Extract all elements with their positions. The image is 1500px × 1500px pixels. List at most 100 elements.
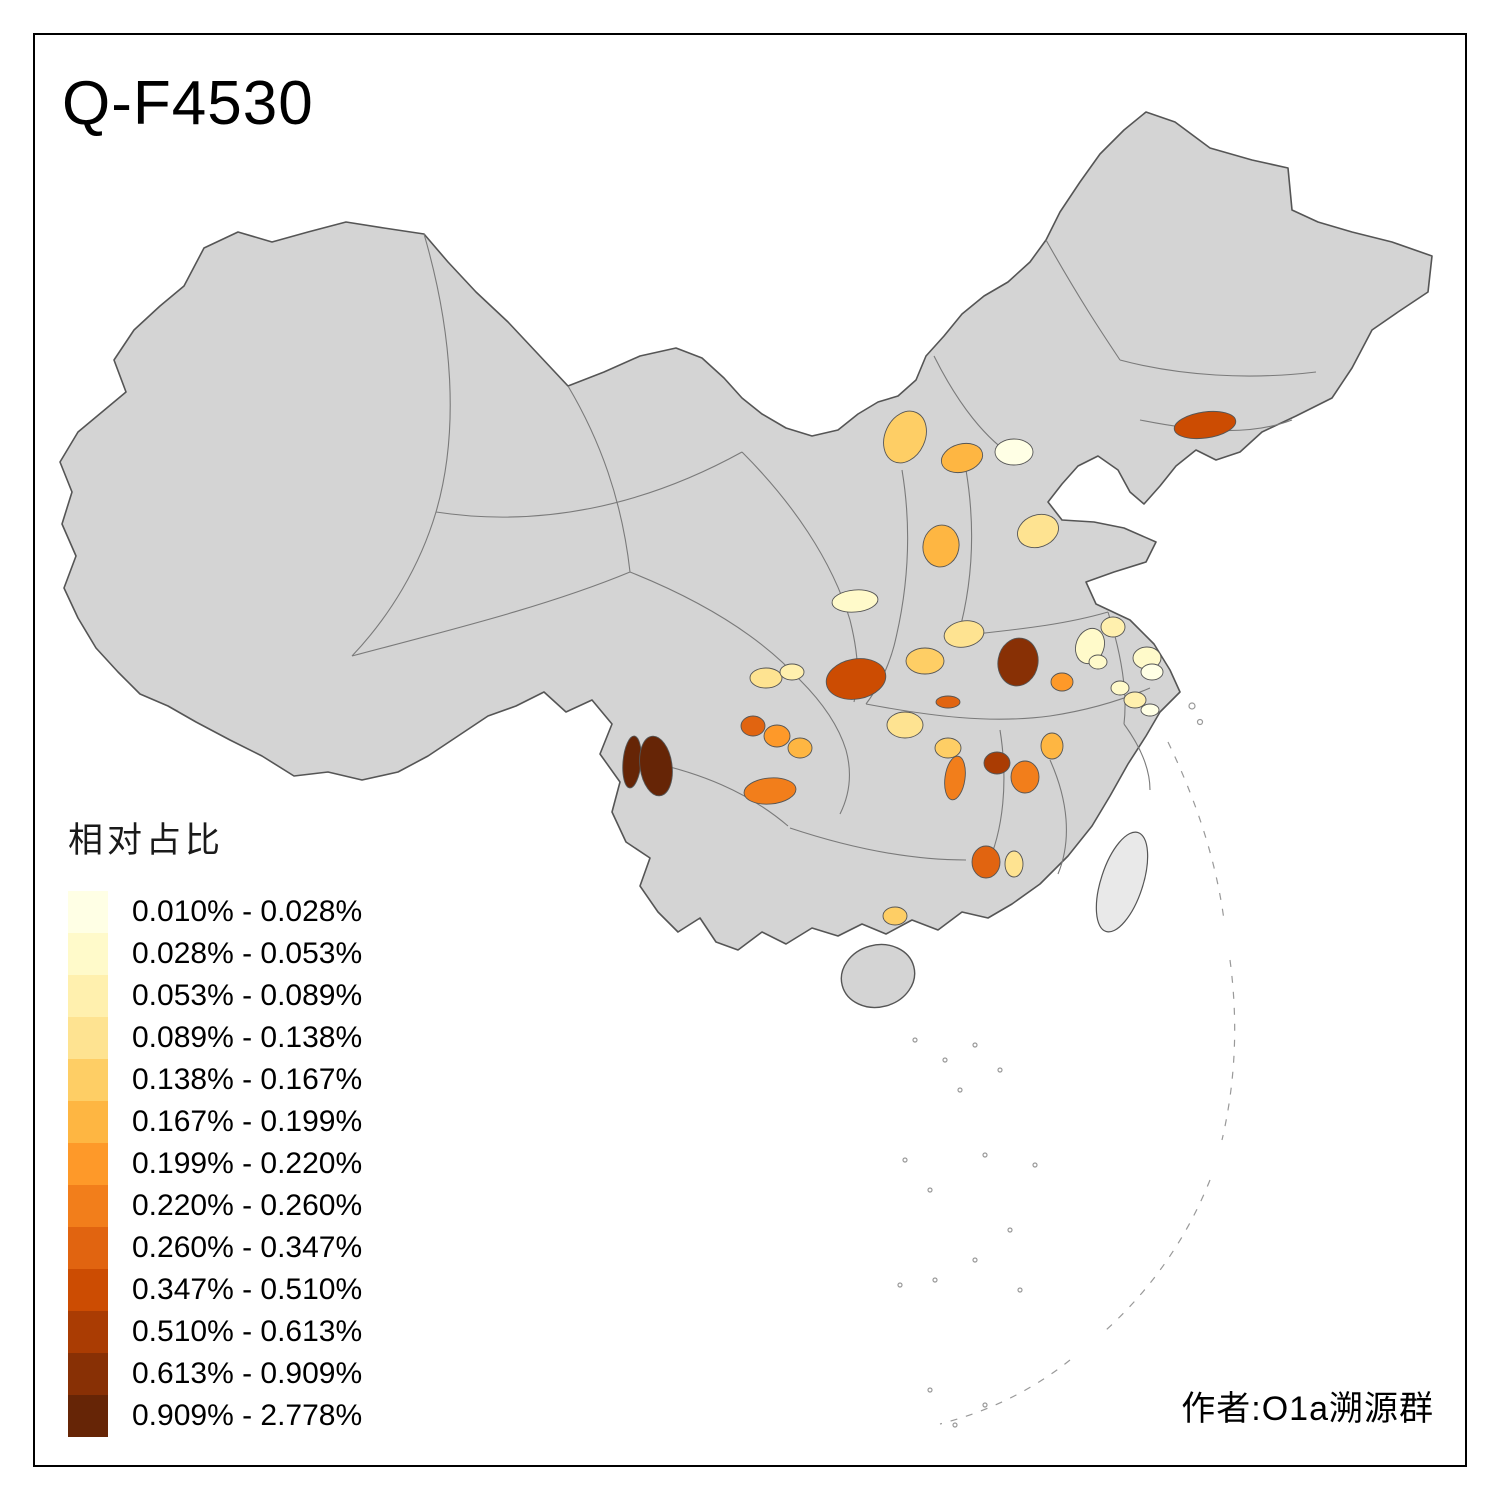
colored-region bbox=[743, 777, 797, 805]
legend-row: 0.347% - 0.510% bbox=[68, 1269, 362, 1311]
islet bbox=[912, 1037, 918, 1043]
colored-region bbox=[882, 906, 908, 926]
legend-swatch bbox=[68, 1227, 108, 1269]
legend-swatch bbox=[68, 1185, 108, 1227]
islet bbox=[972, 1042, 978, 1048]
colored-region bbox=[831, 589, 879, 613]
islet bbox=[1032, 1162, 1038, 1168]
colored-region bbox=[787, 737, 813, 759]
colored-region bbox=[779, 663, 805, 681]
colored-region bbox=[943, 620, 985, 648]
legend-swatch bbox=[68, 1059, 108, 1101]
china-mainland-outline bbox=[59, 111, 1433, 951]
colored-region bbox=[740, 715, 766, 737]
colored-region bbox=[935, 695, 961, 709]
colored-region bbox=[1088, 654, 1108, 670]
map-title: Q-F4530 bbox=[62, 69, 314, 138]
colored-region bbox=[1140, 663, 1164, 681]
legend-label: 0.089% - 0.138% bbox=[132, 1021, 363, 1054]
colored-region bbox=[997, 637, 1039, 687]
legend-row: 0.613% - 0.909% bbox=[68, 1353, 362, 1395]
colored-region bbox=[934, 737, 962, 759]
colored-region bbox=[940, 442, 984, 474]
colored-region bbox=[1110, 680, 1130, 696]
colored-region bbox=[1173, 410, 1237, 440]
colored-region bbox=[639, 735, 673, 797]
legend-label: 0.199% - 0.220% bbox=[132, 1147, 363, 1180]
colored-region bbox=[994, 438, 1034, 466]
legend-swatch bbox=[68, 1311, 108, 1353]
credit-text: 作者:O1a溯源群 bbox=[1181, 1390, 1434, 1428]
legend-label: 0.028% - 0.053% bbox=[132, 937, 363, 970]
legend-title: 相对占比 bbox=[68, 821, 225, 860]
legend-label: 0.613% - 0.909% bbox=[132, 1357, 363, 1390]
legend-label: 0.260% - 0.347% bbox=[132, 1231, 363, 1264]
legend-label: 0.138% - 0.167% bbox=[132, 1063, 363, 1096]
legend-label: 0.053% - 0.089% bbox=[132, 979, 363, 1012]
colored-region bbox=[1050, 672, 1074, 692]
islet bbox=[957, 1087, 963, 1093]
colored-region bbox=[1100, 616, 1126, 638]
islet bbox=[927, 1187, 933, 1193]
colored-region bbox=[749, 667, 783, 689]
legend-row: 0.138% - 0.167% bbox=[68, 1059, 362, 1101]
legend-label: 0.220% - 0.260% bbox=[132, 1189, 363, 1222]
colored-region bbox=[971, 845, 1001, 879]
legend-swatch bbox=[68, 891, 108, 933]
islet bbox=[942, 1057, 948, 1063]
legend-swatch bbox=[68, 975, 108, 1017]
islet bbox=[902, 1157, 908, 1163]
colored-region bbox=[1140, 703, 1160, 717]
islet bbox=[932, 1277, 938, 1283]
islet bbox=[997, 1067, 1003, 1073]
legend-row: 0.510% - 0.613% bbox=[68, 1311, 362, 1353]
colored-region bbox=[883, 410, 927, 464]
colored-region bbox=[886, 711, 924, 739]
legend-row: 0.010% - 0.028% bbox=[68, 891, 362, 933]
colored-region bbox=[1010, 760, 1040, 794]
legend-row: 0.260% - 0.347% bbox=[68, 1227, 362, 1269]
colored-region bbox=[763, 724, 791, 748]
taiwan-island bbox=[1095, 831, 1149, 933]
colored-region bbox=[944, 755, 966, 801]
islet bbox=[927, 1387, 933, 1393]
legend-row: 0.199% - 0.220% bbox=[68, 1143, 362, 1185]
legend-swatch bbox=[68, 933, 108, 975]
legend-label: 0.167% - 0.199% bbox=[132, 1105, 363, 1138]
colored-region bbox=[1004, 850, 1024, 878]
legend-swatch bbox=[68, 1353, 108, 1395]
legend-row: 0.053% - 0.089% bbox=[68, 975, 362, 1017]
colored-region bbox=[922, 524, 960, 568]
legend-row: 0.220% - 0.260% bbox=[68, 1185, 362, 1227]
hainan-island bbox=[840, 943, 916, 1009]
islet bbox=[1007, 1227, 1013, 1233]
legend-row: 0.028% - 0.053% bbox=[68, 933, 362, 975]
colored-region bbox=[825, 658, 887, 700]
legend-label: 0.909% - 2.778% bbox=[132, 1399, 363, 1432]
islet bbox=[1196, 718, 1204, 726]
colored-region bbox=[905, 647, 945, 675]
legend-swatch bbox=[68, 1269, 108, 1311]
islands-layer bbox=[840, 702, 1204, 1428]
colored-region bbox=[1040, 732, 1064, 760]
islet bbox=[982, 1402, 988, 1408]
islet bbox=[897, 1282, 903, 1288]
legend-rows: 0.010% - 0.028% 0.028% - 0.053% 0.053% - 0… bbox=[68, 891, 362, 1437]
legend: 相对占比 0.010% - 0.028% 0.028% - 0.053% 0.053… bbox=[68, 812, 362, 1437]
legend-label: 0.347% - 0.510% bbox=[132, 1273, 363, 1306]
colored-regions-layer bbox=[622, 410, 1237, 926]
colored-region bbox=[1123, 691, 1147, 709]
legend-row: 0.909% - 2.778% bbox=[68, 1395, 362, 1437]
legend-label: 0.510% - 0.613% bbox=[132, 1315, 363, 1348]
islet bbox=[972, 1257, 978, 1263]
islet bbox=[982, 1152, 988, 1158]
legend-label: 0.010% - 0.028% bbox=[132, 895, 363, 928]
legend-swatch bbox=[68, 1101, 108, 1143]
colored-region bbox=[1017, 513, 1059, 549]
islet bbox=[1188, 702, 1196, 710]
legend-swatch bbox=[68, 1017, 108, 1059]
islet bbox=[1017, 1287, 1023, 1293]
islet bbox=[952, 1422, 958, 1428]
colored-region bbox=[983, 751, 1011, 775]
